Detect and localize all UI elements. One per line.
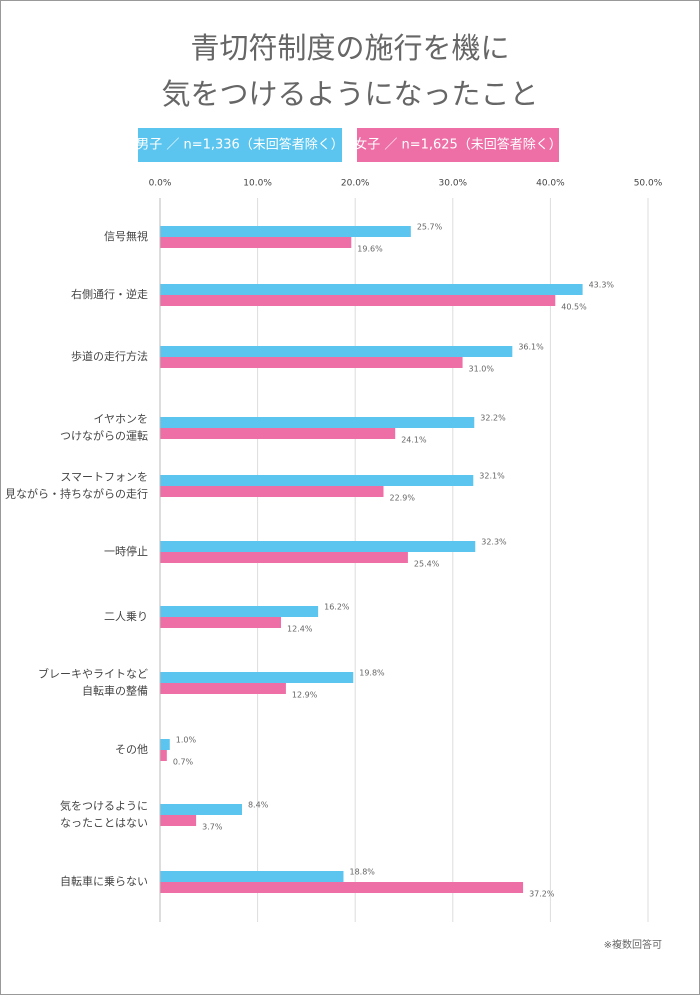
- value-label: 12.9%: [292, 691, 318, 700]
- value-label: 12.4%: [287, 625, 313, 634]
- bar: [160, 552, 408, 563]
- bar: [160, 804, 242, 815]
- bar: [160, 871, 344, 882]
- bar: [160, 815, 197, 826]
- bar: [160, 295, 556, 306]
- note: ※複数回答可: [604, 938, 662, 951]
- value-label: 43.3%: [589, 281, 615, 290]
- bar: [160, 739, 170, 750]
- value-label: 22.9%: [390, 494, 416, 503]
- x-tick-label: 40.0%: [536, 179, 565, 189]
- value-label: 24.1%: [401, 436, 427, 445]
- y-tick-label: 見ながら・持ちながらの走行: [5, 487, 148, 501]
- bar: [160, 672, 354, 683]
- y-tick-label: 右側通行・逆走: [71, 287, 148, 301]
- bar: [160, 417, 475, 428]
- bar: [160, 226, 411, 237]
- chart-title: 気をつけるようになったこと: [161, 77, 538, 111]
- y-tick-label: イヤホンを: [93, 413, 148, 426]
- y-tick-label: その他: [115, 743, 148, 756]
- value-label: 32.1%: [479, 472, 505, 481]
- value-label: 18.8%: [349, 868, 375, 877]
- legend-swatch: [138, 128, 342, 162]
- value-label: 8.4%: [248, 801, 269, 810]
- bar: [160, 882, 524, 893]
- x-tick-label: 20.0%: [341, 179, 370, 189]
- y-tick-label: なったことはない: [60, 817, 148, 830]
- value-label: 37.2%: [529, 890, 555, 899]
- y-tick-label: 二人乗り: [104, 610, 148, 623]
- y-tick-label: 信号無視: [104, 229, 148, 243]
- bar: [160, 428, 396, 439]
- y-tick-label: ブレーキやライトなど: [38, 667, 148, 681]
- bar: [160, 284, 583, 295]
- legend-label: 女子 ／ n=1,625（未回答者除く）: [354, 137, 562, 153]
- value-label: 19.6%: [357, 245, 383, 254]
- chart-title: 青切符制度の施行を機に: [190, 31, 509, 65]
- bar: [160, 606, 319, 617]
- y-tick-label: 一時停止: [104, 544, 148, 558]
- value-label: 1.0%: [176, 736, 197, 745]
- bar: [160, 617, 282, 628]
- bar: [160, 237, 352, 248]
- y-tick-label: 気をつけるように: [60, 799, 148, 813]
- x-tick-label: 30.0%: [439, 179, 468, 189]
- value-label: 31.0%: [469, 365, 495, 374]
- value-label: 40.5%: [561, 303, 587, 312]
- value-label: 32.2%: [480, 414, 506, 423]
- bar: [160, 346, 513, 357]
- y-tick-label: 歩道の走行方法: [71, 349, 148, 363]
- value-label: 16.2%: [324, 603, 350, 612]
- bar: [160, 683, 286, 694]
- x-tick-label: 50.0%: [634, 179, 663, 189]
- value-label: 25.7%: [417, 223, 443, 232]
- value-label: 0.7%: [173, 758, 194, 767]
- value-label: 19.8%: [359, 669, 385, 678]
- legend-label: 男子 ／ n=1,336（未回答者除く）: [136, 137, 344, 153]
- y-tick-label: つけながらの運転: [60, 429, 148, 443]
- x-tick-label: 0.0%: [149, 179, 172, 189]
- value-label: 3.7%: [202, 823, 223, 832]
- x-tick-label: 10.0%: [243, 179, 272, 189]
- value-label: 25.4%: [414, 560, 440, 569]
- bar: [160, 357, 463, 368]
- bar: [160, 750, 167, 761]
- legend-swatch: [357, 128, 559, 162]
- bar: [160, 475, 474, 486]
- value-label: 32.3%: [481, 538, 507, 547]
- y-tick-label: 自転車に乗らない: [60, 874, 148, 888]
- bar: [160, 486, 384, 497]
- bar: [160, 541, 476, 552]
- y-tick-label: スマートフォンを: [60, 471, 148, 484]
- y-tick-label: 自転車の整備: [82, 684, 148, 698]
- value-label: 36.1%: [518, 343, 544, 352]
